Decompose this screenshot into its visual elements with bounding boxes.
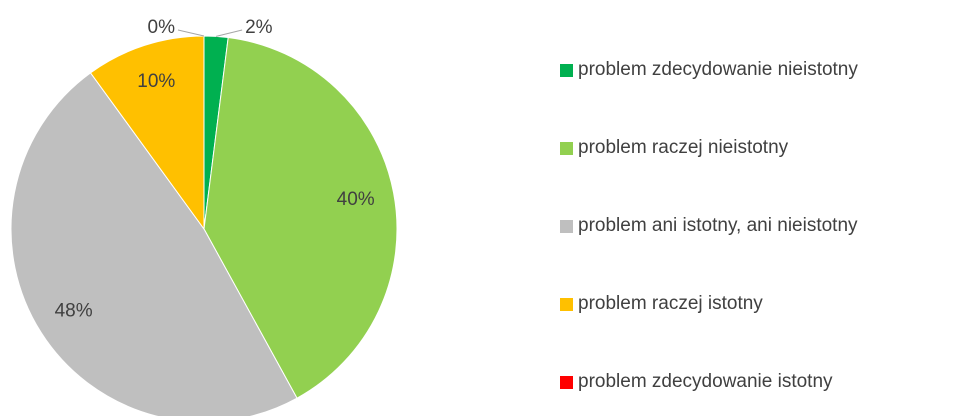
- legend-swatch: [560, 220, 573, 233]
- data-label: 2%: [245, 17, 273, 38]
- leader-line: [215, 29, 243, 37]
- legend-label: problem raczej nieistotny: [578, 137, 789, 158]
- pie-slice: [203, 36, 398, 399]
- legend-label: problem ani istotny, ani nieistotny: [578, 215, 858, 236]
- legend-label: problem zdecydowanie istotny: [578, 371, 833, 392]
- data-label: 0%: [148, 17, 176, 38]
- legend-swatch: [560, 376, 573, 389]
- legend-label: problem zdecydowanie nieistotny: [578, 59, 858, 80]
- data-label: 10%: [137, 71, 175, 92]
- pie-slice: [10, 72, 298, 416]
- data-label: 40%: [337, 189, 375, 210]
- pie-slice: [89, 35, 205, 231]
- leader-line: [177, 29, 205, 37]
- legend-swatch: [560, 298, 573, 311]
- legend-label: problem raczej istotny: [578, 293, 763, 314]
- legend-swatch: [560, 64, 573, 77]
- data-label: 48%: [55, 301, 93, 322]
- legend-swatch: [560, 142, 573, 155]
